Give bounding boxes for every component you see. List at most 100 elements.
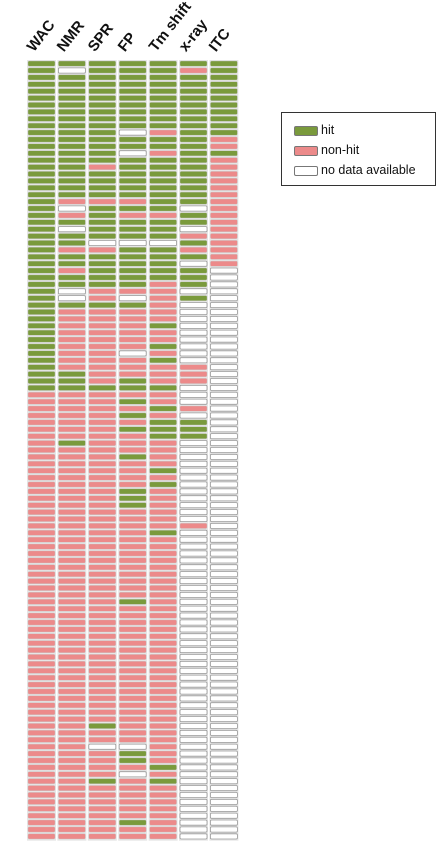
legend-label-non-hit: non-hit <box>321 143 360 157</box>
heatmap-cell <box>118 557 147 564</box>
heatmap-cell <box>118 681 147 688</box>
heatmap-cell <box>88 74 117 81</box>
heatmap-cell <box>118 440 147 446</box>
heatmap-cell <box>209 674 238 681</box>
heatmap-cell <box>149 323 177 329</box>
heatmap-cell <box>179 198 208 205</box>
heatmap-cell <box>179 716 208 723</box>
heatmap-cell <box>179 440 208 447</box>
heatmap-cell <box>58 288 86 295</box>
heatmap-cell <box>179 495 208 502</box>
heatmap-cell <box>209 709 238 716</box>
heatmap-cell <box>118 647 147 653</box>
heatmap-cell <box>179 764 208 771</box>
heatmap-cell <box>118 426 147 433</box>
heatmap-cell <box>179 433 208 440</box>
heatmap-cell <box>58 164 86 170</box>
heatmap-cell <box>179 74 208 81</box>
heatmap-cell <box>118 626 147 633</box>
legend-label-no-data: no data available <box>321 163 416 177</box>
heatmap-cell <box>58 716 86 722</box>
heatmap-cell <box>149 281 177 288</box>
heatmap-cell <box>179 736 208 743</box>
heatmap-cell <box>118 226 147 233</box>
heatmap-cell <box>149 599 177 605</box>
heatmap-cell <box>27 709 56 715</box>
heatmap-cell <box>179 633 208 640</box>
heatmap-cell <box>118 343 147 350</box>
heatmap-cell <box>179 557 208 564</box>
heatmap-cell <box>179 212 208 219</box>
heatmap-cell <box>209 426 238 433</box>
heatmap-cell <box>210 260 238 267</box>
heatmap-cell <box>210 95 238 101</box>
heatmap-cell <box>88 219 117 226</box>
heatmap-cell <box>88 661 117 667</box>
heatmap-cell <box>149 571 177 577</box>
heatmap-cell <box>27 543 56 550</box>
heatmap-cell <box>149 447 177 453</box>
heatmap-cell <box>88 633 117 640</box>
heatmap-cell <box>27 695 56 702</box>
heatmap-cell <box>58 771 86 778</box>
heatmap-cell <box>27 433 56 440</box>
heatmap-cell <box>88 592 117 598</box>
heatmap-cell <box>58 709 86 715</box>
heatmap-cell <box>88 681 117 688</box>
heatmap-cell <box>118 364 147 371</box>
heatmap-cell <box>88 281 117 288</box>
heatmap-cell <box>179 729 208 736</box>
heatmap-cell <box>209 591 238 598</box>
heatmap-cell <box>149 109 177 115</box>
heatmap-cell <box>179 384 208 391</box>
heatmap-cell <box>27 792 56 798</box>
heatmap-cell <box>209 446 238 453</box>
heatmap-cell <box>118 612 147 619</box>
heatmap-cell <box>118 716 147 722</box>
heatmap-cell <box>88 440 117 446</box>
heatmap-cell <box>209 281 238 288</box>
heatmap-cell <box>179 654 208 661</box>
heatmap-cell <box>118 178 147 184</box>
heatmap-cell <box>88 392 117 398</box>
heatmap-cell <box>149 757 177 764</box>
heatmap-cell <box>88 654 117 660</box>
heatmap-cell <box>149 750 177 757</box>
heatmap-cell <box>58 440 86 446</box>
heatmap-cell <box>58 157 86 164</box>
heatmap-cell <box>149 716 177 722</box>
heatmap-cell <box>209 798 238 805</box>
heatmap-cell <box>179 571 208 578</box>
heatmap-cell <box>209 350 238 357</box>
heatmap-cell <box>209 819 238 826</box>
heatmap-cell <box>88 260 117 267</box>
heatmap-cell <box>149 102 177 108</box>
heatmap-cell <box>118 143 147 150</box>
heatmap-cell <box>118 550 147 557</box>
heatmap-cell <box>58 764 86 771</box>
heatmap-cell <box>149 812 177 819</box>
heatmap-cell <box>58 619 86 626</box>
heatmap-cell <box>210 219 238 226</box>
heatmap-cell <box>209 398 238 405</box>
heatmap-cell <box>179 122 208 129</box>
heatmap-cell <box>149 619 177 626</box>
heatmap-cell <box>149 799 177 805</box>
heatmap-cell <box>88 550 117 557</box>
heatmap-cell <box>27 654 56 660</box>
heatmap-cell <box>58 419 86 426</box>
heatmap-cell <box>27 737 56 743</box>
heatmap-cell <box>210 205 238 212</box>
heatmap-cell <box>149 115 177 122</box>
heatmap-cell <box>179 295 208 302</box>
heatmap-cell <box>88 557 117 564</box>
heatmap-cell <box>88 419 117 426</box>
heatmap-cell <box>88 771 117 778</box>
heatmap-cell <box>118 516 147 522</box>
heatmap-cell <box>179 371 208 377</box>
heatmap-cell <box>209 481 238 488</box>
heatmap-cell <box>88 599 117 605</box>
heatmap-cell <box>27 826 56 833</box>
heatmap-cell <box>149 819 177 826</box>
